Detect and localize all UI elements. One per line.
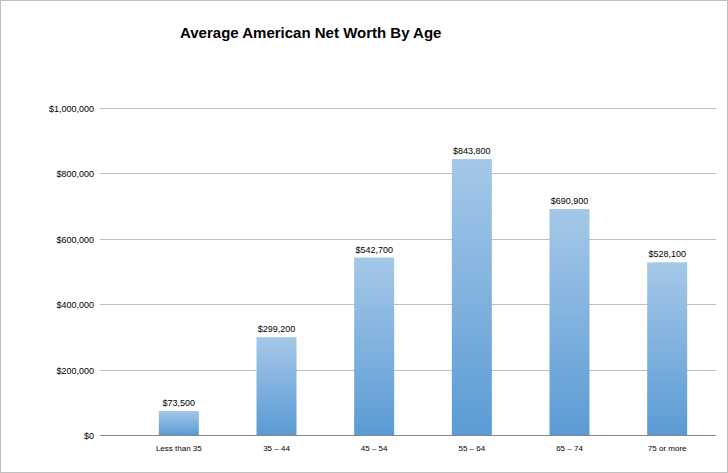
y-tick-label: $400,000	[56, 300, 94, 310]
grid-line	[100, 304, 716, 305]
bar	[159, 411, 199, 435]
data-label: $299,200	[258, 324, 296, 334]
y-tick-label: $200,000	[56, 366, 94, 376]
bar	[257, 337, 297, 435]
grid-line	[100, 370, 716, 371]
bar	[452, 159, 492, 435]
y-tick-label: $0	[84, 431, 94, 441]
bar	[647, 262, 687, 435]
x-tick-label: 75 or more	[648, 444, 687, 453]
data-label: $843,800	[453, 146, 491, 156]
data-label: $542,700	[355, 245, 393, 255]
x-tick-label: 35 – 44	[263, 444, 290, 453]
x-tick-label: Less than 35	[156, 444, 202, 453]
x-tick-label: 55 – 64	[458, 444, 485, 453]
grid-line	[100, 435, 716, 436]
bar	[550, 209, 590, 435]
y-tick-label: $1,000,000	[49, 104, 94, 114]
y-tick-label: $600,000	[56, 235, 94, 245]
y-tick-label: $800,000	[56, 169, 94, 179]
title: Average American Net Worth By Age	[180, 24, 441, 41]
bars	[159, 159, 687, 435]
chart: Average American Net Worth By Age $0 $200,…	[0, 0, 728, 473]
chart-frame	[1, 1, 728, 473]
data-label: $528,100	[648, 249, 686, 259]
x-tick-label: 45 – 54	[361, 444, 388, 453]
x-tick-label: 65 – 74	[556, 444, 583, 453]
grid-line	[100, 239, 716, 240]
grid-line	[100, 108, 716, 109]
data-label: $690,900	[551, 196, 589, 206]
bar	[354, 258, 394, 435]
data-label: $73,500	[163, 398, 196, 408]
grid-line	[100, 173, 716, 174]
